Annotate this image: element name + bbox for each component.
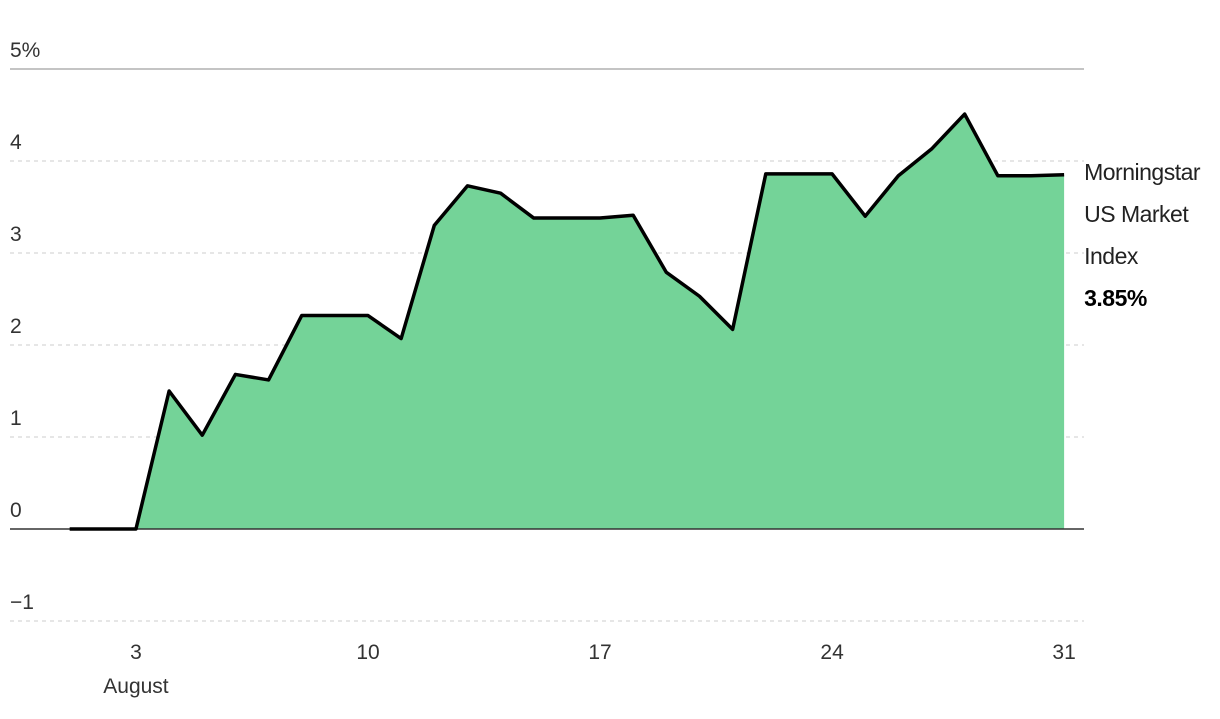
area (69, 114, 1065, 529)
x-tick-label: 10 (356, 641, 379, 664)
y-tick-label: 0 (10, 499, 22, 522)
line (69, 112, 1065, 531)
y-tick-label: −1 (10, 591, 34, 614)
y-tick-label: 3 (10, 223, 22, 246)
value-label: 3.85% (1084, 284, 1147, 311)
series-label: Morningstar US Market Index 3.85% (1084, 151, 1214, 319)
x-sublabel: August (103, 675, 169, 698)
y-tick-label: 2 (10, 315, 22, 338)
y-tick-label: 5% (10, 39, 40, 62)
x-tick-label: 17 (588, 641, 611, 664)
x-tick-label: 31 (1052, 641, 1075, 664)
series-name: Morningstar US Market Index (1084, 158, 1201, 269)
x-tick-label: 3 (130, 641, 142, 664)
x-tick-label: 24 (820, 641, 844, 664)
y-tick-label: 4 (10, 131, 22, 154)
y-tick-label: 1 (10, 407, 22, 430)
series-label-box: Morningstar US Market Index 3.85% (1084, 151, 1214, 319)
